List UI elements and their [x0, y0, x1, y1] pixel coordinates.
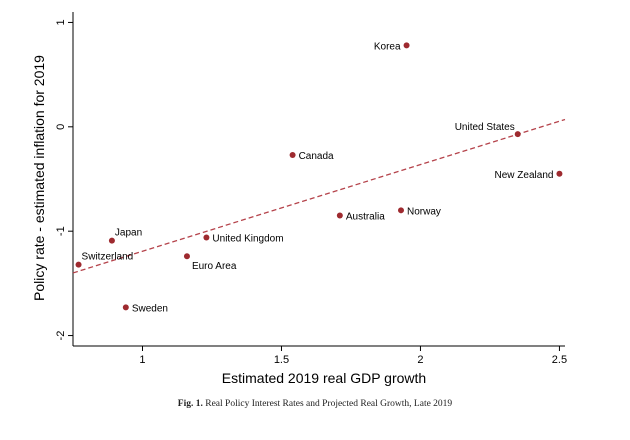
point-label-euro-area: Euro Area	[192, 261, 237, 272]
y-tick-label: 0	[55, 124, 67, 130]
point-united-states	[514, 131, 521, 138]
point-label-sweden: Sweden	[132, 303, 168, 314]
point-united-kingdom	[203, 234, 210, 241]
fit-line	[72, 118, 566, 274]
point-label-norway: Norway	[407, 206, 441, 217]
x-tick-label: 1	[139, 354, 145, 366]
data-points: Korea United States Canada New Zealand Austr…	[75, 41, 563, 314]
x-tick-label: 1.5	[274, 354, 289, 366]
point-canada	[289, 151, 296, 158]
point-label-australia: Australia	[346, 212, 385, 223]
y-tick-label: -2	[55, 331, 67, 341]
point-label-united-states: United States	[455, 122, 515, 133]
point-label-korea: Korea	[374, 41, 401, 52]
caption-label: Fig. 1.	[177, 399, 203, 409]
y-axis-label: Policy rate - estimated inflation for 20…	[31, 55, 47, 301]
point-label-canada: Canada	[299, 151, 334, 162]
axes: -2 -1 0 1 1 1.5 2 2.5	[55, 12, 567, 366]
point-switzerland	[75, 261, 82, 268]
point-new-zealand	[556, 170, 563, 177]
x-axis-label: Estimated 2019 real GDP growth	[222, 370, 426, 386]
point-australia	[336, 212, 343, 219]
point-label-switzerland: Switzerland	[82, 252, 134, 263]
point-label-japan: Japan	[115, 228, 142, 239]
point-korea	[403, 42, 410, 49]
point-euro-area	[183, 253, 190, 260]
fit-line-group	[72, 118, 566, 274]
x-tick-label: 2.5	[552, 354, 567, 366]
point-norway	[398, 207, 404, 214]
point-label-united-kingdom: United Kingdom	[212, 233, 283, 244]
point-japan	[108, 237, 115, 244]
y-tick-label: 1	[55, 19, 67, 25]
point-label-new-zealand: New Zealand	[495, 170, 554, 181]
x-tick-label: 2	[417, 354, 423, 366]
caption-text: Real Policy Interest Rates and Projected…	[205, 399, 453, 409]
y-tick-label: -1	[55, 226, 67, 236]
figure-caption: Fig. 1. Real Policy Interest Rates and P…	[0, 399, 630, 409]
point-sweden	[122, 304, 129, 311]
